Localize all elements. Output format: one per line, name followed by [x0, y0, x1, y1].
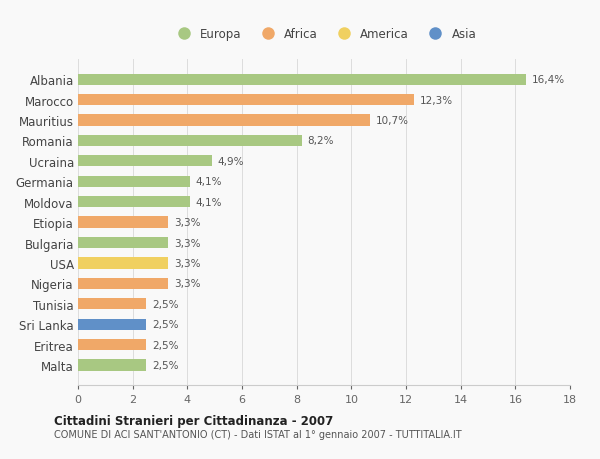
Text: 2,5%: 2,5%	[152, 319, 178, 330]
Bar	[78, 258, 168, 269]
Text: 3,3%: 3,3%	[173, 279, 200, 289]
Text: 2,5%: 2,5%	[152, 340, 178, 350]
Bar	[78, 115, 370, 126]
Bar	[78, 298, 146, 310]
Text: 10,7%: 10,7%	[376, 116, 409, 126]
Text: 2,5%: 2,5%	[152, 299, 178, 309]
Bar	[78, 319, 146, 330]
Text: 12,3%: 12,3%	[419, 95, 453, 106]
Text: 3,3%: 3,3%	[173, 238, 200, 248]
Bar	[78, 135, 302, 147]
Bar	[78, 176, 190, 187]
Text: 3,3%: 3,3%	[173, 218, 200, 228]
Bar	[78, 278, 168, 289]
Bar	[78, 196, 190, 208]
Text: 2,5%: 2,5%	[152, 360, 178, 370]
Bar	[78, 74, 526, 86]
Legend: Europa, Africa, America, Asia: Europa, Africa, America, Asia	[167, 23, 481, 45]
Text: 16,4%: 16,4%	[532, 75, 565, 85]
Text: 4,1%: 4,1%	[196, 177, 222, 187]
Bar	[78, 339, 146, 350]
Text: 4,9%: 4,9%	[217, 157, 244, 167]
Bar	[78, 359, 146, 371]
Text: 8,2%: 8,2%	[308, 136, 334, 146]
Bar	[78, 156, 212, 167]
Text: 4,1%: 4,1%	[196, 197, 222, 207]
Bar	[78, 217, 168, 228]
Bar	[78, 95, 414, 106]
Text: Cittadini Stranieri per Cittadinanza - 2007: Cittadini Stranieri per Cittadinanza - 2…	[54, 414, 333, 428]
Text: COMUNE DI ACI SANT'ANTONIO (CT) - Dati ISTAT al 1° gennaio 2007 - TUTTITALIA.IT: COMUNE DI ACI SANT'ANTONIO (CT) - Dati I…	[54, 429, 461, 439]
Bar	[78, 237, 168, 249]
Text: 3,3%: 3,3%	[173, 258, 200, 269]
